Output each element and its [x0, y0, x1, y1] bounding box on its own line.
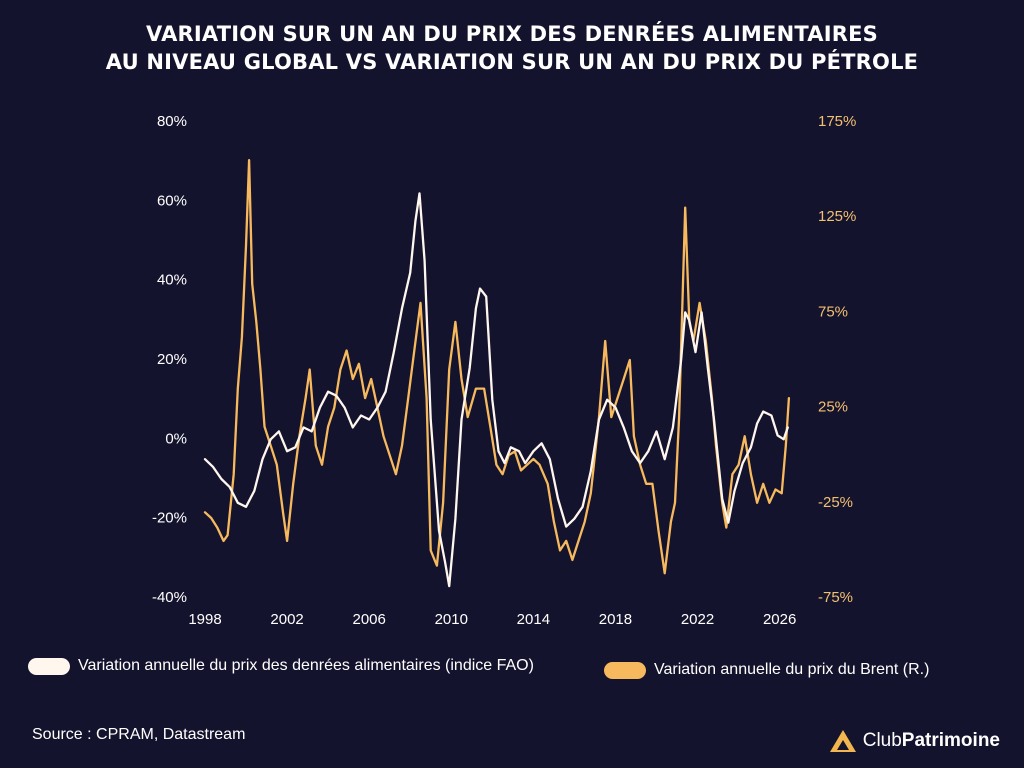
- left-tick-label: 80%: [157, 113, 187, 130]
- brand-name-part1: Club: [862, 730, 902, 751]
- right-tick-label: 25%: [818, 399, 848, 416]
- x-tick-label: 2018: [599, 611, 632, 628]
- brand-name-part2: Patrimoine: [901, 730, 1000, 751]
- x-tick-label: 2014: [517, 611, 550, 628]
- legend-swatch-oil: [604, 662, 646, 679]
- x-tick-label: 2002: [270, 611, 303, 628]
- legend-label-food: Variation annuelle du prix des denrées a…: [78, 657, 534, 674]
- x-tick-label: 2010: [435, 611, 468, 628]
- x-tick-label: 2006: [352, 611, 385, 628]
- food-price-line: [203, 192, 789, 588]
- x-tick-label: 1998: [188, 611, 221, 628]
- series-lines: [203, 158, 791, 588]
- x-axis: 1998 2002 2006 2010 2014 2018 2022 2026: [188, 611, 796, 628]
- legend-item-oil: Variation annuelle du prix du Brent (R.): [604, 658, 929, 682]
- legend-swatch-food: [28, 658, 70, 675]
- left-tick-label: 0%: [165, 430, 187, 447]
- left-tick-label: -20%: [152, 510, 187, 527]
- legend-label-oil: Variation annuelle du prix du Brent (R.): [654, 661, 930, 678]
- brand-logo: Club Patrimoine: [829, 729, 1000, 753]
- chart-title-line-1: VARIATION SUR UN AN DU PRIX DES DENRÉES …: [146, 22, 878, 46]
- left-tick-label: 60%: [157, 192, 187, 209]
- right-tick-label: 175%: [818, 113, 856, 130]
- right-tick-label: 75%: [818, 303, 848, 320]
- right-tick-label: -75%: [818, 589, 853, 606]
- brent-price-line: [203, 158, 791, 575]
- left-tick-label: 20%: [157, 351, 187, 368]
- left-axis: -40% -20% 0% 20% 40% 60% 80%: [152, 113, 187, 606]
- left-tick-label: 40%: [157, 272, 187, 289]
- chart-title: VARIATION SUR UN AN DU PRIX DES DENRÉES …: [0, 20, 1024, 76]
- legend-item-food: Variation annuelle du prix des denrées a…: [28, 654, 548, 678]
- triangle-logo-icon: [829, 730, 856, 752]
- x-tick-label: 2026: [763, 611, 796, 628]
- source-note: Source : CPRAM, Datastream: [32, 726, 246, 743]
- right-tick-label: 125%: [818, 208, 856, 225]
- right-axis: -75% -25% 25% 75% 125% 175%: [818, 113, 856, 606]
- chart-title-line-2: AU NIVEAU GLOBAL VS VARIATION SUR UN AN …: [105, 50, 919, 74]
- left-tick-label: -40%: [152, 589, 187, 606]
- x-tick-label: 2022: [681, 611, 714, 628]
- right-tick-label: -25%: [818, 494, 853, 511]
